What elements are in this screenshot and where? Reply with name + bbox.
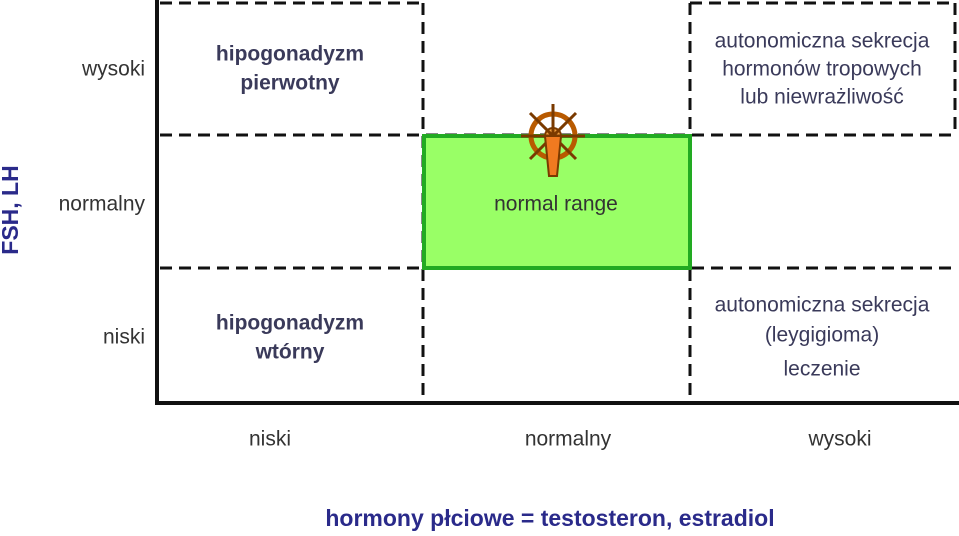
cell-text: hipogonadyzm [216, 312, 364, 335]
x-axis-label: hormony płciowe = testosteron, estradiol [325, 505, 774, 531]
row-label: niski [103, 326, 145, 349]
row-label: wysoki [81, 58, 145, 81]
row-label: normalny [59, 193, 146, 216]
cell-text: hipogonadyzm [216, 43, 364, 66]
cell-text: hormonów tropowych [722, 58, 922, 81]
cell-text: normal range [494, 193, 618, 216]
cell-text: autonomiczna sekrecja [715, 30, 930, 53]
cell-text: (leygigioma) [765, 324, 879, 347]
column-label: wysoki [807, 428, 871, 451]
column-label: niski [249, 428, 291, 451]
column-label: normalny [525, 428, 612, 451]
cell-text: autonomiczna sekrecja [715, 294, 930, 317]
ship-wheel-icon [521, 104, 585, 177]
cell-text: pierwotny [240, 72, 339, 95]
cell-text: wtórny [255, 341, 325, 364]
cell-text: lub niewrażliwość [740, 86, 903, 109]
y-axis-label: FSH, LH [0, 165, 23, 254]
cell-text: leczenie [783, 358, 860, 381]
